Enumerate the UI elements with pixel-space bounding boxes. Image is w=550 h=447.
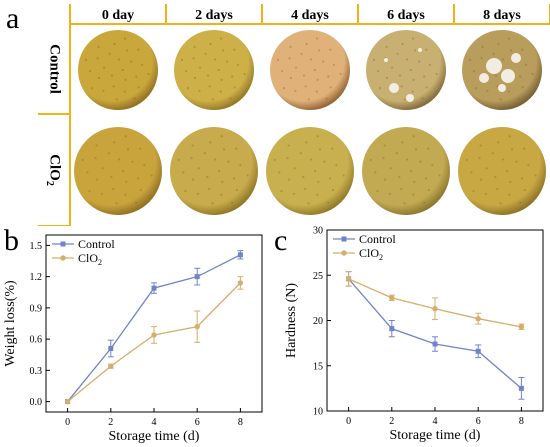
y-tick-label: 1.2 bbox=[30, 272, 43, 283]
column-header: 2 days bbox=[195, 8, 233, 23]
data-point bbox=[475, 315, 481, 322]
data-point bbox=[151, 332, 157, 338]
hardness-chart: 0 2 4 6 8 10 15 20 25 30 Storage time (d) Hardness … bbox=[284, 226, 544, 443]
control-fruit-photo bbox=[462, 30, 542, 110]
column-header: 8 days bbox=[483, 8, 521, 23]
y-tick-label: 10 bbox=[313, 407, 323, 418]
data-point bbox=[108, 363, 114, 369]
y-tick-label: 0.9 bbox=[30, 303, 43, 314]
y-tick-label: 15 bbox=[313, 361, 323, 372]
data-point bbox=[432, 341, 438, 347]
series-line bbox=[348, 278, 522, 389]
y-tick-label: 0.0 bbox=[30, 397, 43, 408]
legend-label: Control bbox=[78, 237, 115, 251]
x-tick-label: 2 bbox=[389, 416, 394, 427]
x-tick-label: 4 bbox=[433, 416, 438, 427]
x-tick-label: 2 bbox=[108, 417, 113, 428]
data-point bbox=[475, 348, 481, 354]
x-tick-label: 4 bbox=[152, 417, 157, 428]
weight-loss-chart: 0 2 4 6 8 0.0 0.3 0.6 0.9 1.2 1.5 Storage time (d) W… bbox=[3, 234, 263, 444]
data-point bbox=[345, 276, 352, 282]
clo2-fruit-photo bbox=[362, 127, 450, 215]
legend-label: Control bbox=[359, 232, 396, 246]
x-tick-label: 0 bbox=[346, 416, 351, 427]
data-point bbox=[389, 295, 395, 301]
data-point bbox=[194, 274, 200, 280]
data-point bbox=[194, 323, 200, 330]
panel-c-label: c bbox=[274, 224, 288, 257]
y-axis-label: Hardness (N) bbox=[284, 283, 299, 358]
x-tick-label: 8 bbox=[519, 416, 524, 427]
data-point bbox=[432, 306, 438, 312]
data-point bbox=[518, 385, 524, 391]
data-point bbox=[237, 252, 243, 258]
clo2-fruit-photo bbox=[170, 127, 258, 215]
grid-fruit-photos bbox=[74, 30, 546, 215]
data-point bbox=[389, 326, 395, 332]
data-point bbox=[237, 280, 244, 286]
legend-label: ClO2 bbox=[359, 246, 383, 262]
column-header: 6 days bbox=[387, 8, 425, 23]
x-axis-label: Storage time (d) bbox=[109, 429, 200, 444]
control-fruit-photo bbox=[270, 30, 350, 110]
data-point bbox=[64, 398, 71, 405]
clo2-fruit-photo bbox=[266, 127, 354, 215]
clo2-fruit-photo bbox=[458, 127, 546, 215]
control-fruit-photo bbox=[78, 30, 158, 110]
control-fruit-photo bbox=[366, 30, 446, 110]
clo2-fruit-photo bbox=[74, 127, 162, 215]
panel-a-label: a bbox=[6, 2, 20, 35]
photo-grid: 0 day 2 days 4 days 6 days 8 days Control ClO… bbox=[38, 4, 550, 226]
grid-column-headers: 0 day 2 days 4 days 6 days 8 days bbox=[102, 8, 522, 23]
x-axis-label: Storage time (d) bbox=[390, 428, 481, 443]
y-tick-label: 0.6 bbox=[30, 335, 43, 346]
grid-row-labels: Control ClO2 bbox=[44, 44, 63, 186]
row-label-control: Control bbox=[47, 44, 63, 94]
x-tick-label: 8 bbox=[238, 417, 243, 428]
x-tick-label: 0 bbox=[65, 417, 70, 428]
data-point bbox=[518, 324, 525, 330]
data-point bbox=[108, 345, 114, 351]
column-header: 0 day bbox=[102, 8, 134, 23]
y-tick-label: 1.5 bbox=[30, 241, 43, 252]
y-axis-label: Weight loss(%) bbox=[3, 280, 18, 367]
x-tick-label: 6 bbox=[476, 416, 481, 427]
row-label-clo2: ClO2 bbox=[44, 154, 63, 186]
grid-frame-lines bbox=[38, 4, 550, 226]
column-header: 4 days bbox=[291, 8, 329, 23]
y-tick-label: 0.3 bbox=[30, 366, 43, 377]
panel-b-label: b bbox=[4, 224, 19, 257]
control-fruit-photo bbox=[174, 30, 254, 110]
y-tick-label: 30 bbox=[313, 226, 323, 237]
x-tick-label: 6 bbox=[195, 417, 200, 428]
y-tick-label: 20 bbox=[313, 316, 323, 327]
data-point bbox=[151, 285, 157, 291]
y-tick-label: 25 bbox=[313, 271, 323, 282]
legend-label: ClO2 bbox=[78, 251, 102, 267]
